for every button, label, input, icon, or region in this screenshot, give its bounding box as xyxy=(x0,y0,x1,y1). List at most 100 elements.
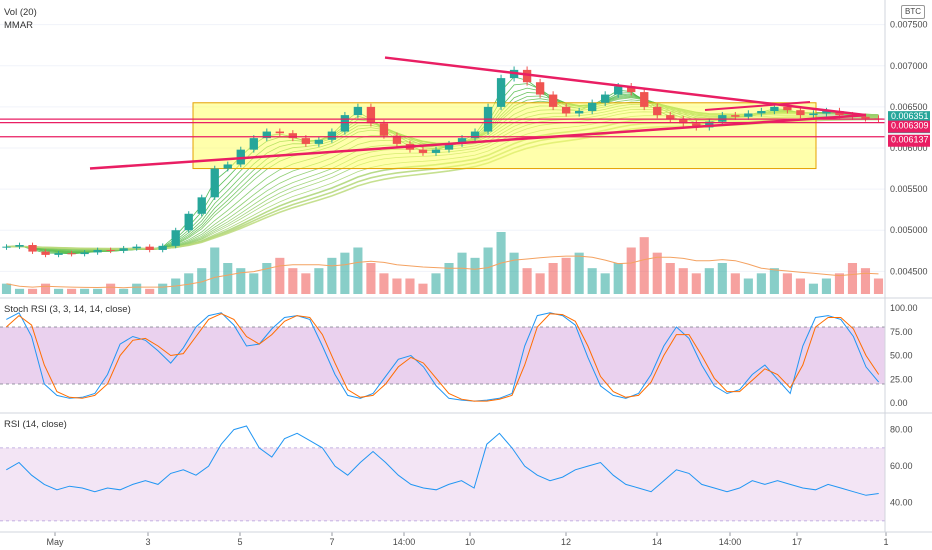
candle-body xyxy=(744,113,753,117)
volume-bar xyxy=(808,283,818,294)
volume-bar xyxy=(405,278,415,294)
volume-bar xyxy=(132,283,142,294)
stoch-axis: 100.00 75.00 50.00 25.00 0.00 xyxy=(890,303,918,408)
candle-body xyxy=(28,245,37,252)
candle-body xyxy=(601,94,610,103)
volume-bar xyxy=(717,263,727,294)
panel-separators xyxy=(0,0,932,533)
stoch-tick-label: 100.00 xyxy=(890,303,918,313)
candle-body xyxy=(783,106,792,111)
volume-bar xyxy=(236,268,246,294)
level2-tag-text: 0.006137 xyxy=(891,135,929,145)
candle-body xyxy=(574,111,584,114)
volume-bar xyxy=(470,257,480,294)
volume-bar xyxy=(873,278,884,294)
volume-bar xyxy=(249,273,259,294)
volume-bar xyxy=(444,263,454,294)
candle-body xyxy=(548,94,558,107)
volume-bar xyxy=(379,273,389,294)
volume-bar xyxy=(301,273,311,294)
volume-bar xyxy=(639,237,649,294)
volume-bar xyxy=(366,263,376,294)
volume-bar xyxy=(288,268,298,294)
price-axis: 0.007500 0.007000 0.006500 0.006000 0.005500… xyxy=(890,20,928,277)
candle-body xyxy=(379,123,389,136)
price-tick-label: 0.006000 xyxy=(890,143,928,153)
volume-bar xyxy=(340,252,350,294)
candle-body xyxy=(210,168,219,198)
volume-bar xyxy=(431,273,441,294)
volume-bar xyxy=(561,257,571,294)
volume-bar xyxy=(522,268,532,294)
volume-bar xyxy=(509,252,519,294)
candle-body xyxy=(366,106,376,124)
volume-bar xyxy=(392,278,402,294)
candle-body xyxy=(614,86,623,95)
price-tick-label: 0.004500 xyxy=(890,266,928,276)
volume-bar xyxy=(158,283,168,294)
trendline-upper xyxy=(384,56,867,117)
candle-body xyxy=(640,92,649,107)
time-tick-label: 14:00 xyxy=(719,537,742,547)
time-tick-label: 5 xyxy=(237,537,242,547)
volume-bars xyxy=(1,232,884,294)
rsi-axis: 80.00 60.00 40.00 xyxy=(890,425,913,508)
volume-bar xyxy=(756,273,766,294)
candle-body xyxy=(561,106,571,114)
price-tick-label: 0.007500 xyxy=(890,20,928,30)
candle-body xyxy=(106,249,115,251)
trendline-lower xyxy=(89,113,867,170)
time-tick-label: 14 xyxy=(652,537,662,547)
rsi-tick-label: 80.00 xyxy=(890,425,913,435)
mmar-indicator-label[interactable]: MMAR xyxy=(4,20,33,31)
candle-body xyxy=(249,138,258,150)
volume-bar xyxy=(769,268,779,294)
volume-ma-line xyxy=(6,255,879,289)
volume-bar xyxy=(14,288,25,294)
last-price-tag-text: 0.006351 xyxy=(891,111,929,121)
candle-body xyxy=(809,113,818,116)
volume-bar xyxy=(782,273,792,294)
horizontal-levels[interactable] xyxy=(0,118,885,138)
stoch-d-line xyxy=(5,313,880,402)
stoch-rsi-panel: 100.00 75.00 50.00 25.00 0.00 xyxy=(0,303,918,408)
vol-indicator-label[interactable]: Vol (20) xyxy=(4,7,37,18)
volume-bar xyxy=(626,247,636,294)
volume-bar xyxy=(275,257,285,294)
volume-bar xyxy=(665,263,675,294)
candle-body xyxy=(184,213,193,231)
rsi-panel: 80.00 60.00 40.00 xyxy=(0,425,913,522)
volume-bar xyxy=(145,288,155,294)
price-tick-label: 0.006500 xyxy=(890,102,928,112)
volume-bar xyxy=(483,247,493,294)
candle-body xyxy=(653,106,662,116)
rsi-label[interactable]: RSI (14, close) xyxy=(4,419,67,430)
candle-body xyxy=(692,123,701,128)
volume-bar xyxy=(613,263,623,294)
volume-bar xyxy=(704,268,714,294)
volume-bar xyxy=(691,273,701,294)
trendlines[interactable] xyxy=(89,56,867,170)
stoch-rsi-label[interactable]: Stoch RSI (3, 3, 14, 14, close) xyxy=(4,304,131,315)
candle-body xyxy=(301,138,311,144)
time-tick-label: 1 xyxy=(883,537,888,547)
volume-bar xyxy=(743,278,753,294)
candle-body xyxy=(80,252,89,255)
candle-body xyxy=(470,131,480,139)
volume-bar xyxy=(1,283,12,294)
candle-body xyxy=(262,131,271,139)
currency-badge[interactable]: BTC xyxy=(901,5,925,19)
candle-body xyxy=(757,111,766,114)
candle-body xyxy=(705,121,714,128)
candle-body xyxy=(119,248,128,251)
candle-body xyxy=(275,131,284,134)
price-panel: 0.007500 0.007000 0.006500 0.006000 0.005500… xyxy=(0,20,930,294)
rsi-tick-label: 60.00 xyxy=(890,461,913,471)
volume-bar xyxy=(184,273,194,294)
candle-body xyxy=(171,230,180,246)
candle-body xyxy=(718,115,727,122)
candle-body xyxy=(457,138,467,144)
price-tick-label: 0.005000 xyxy=(890,225,928,235)
volume-bar xyxy=(600,273,610,294)
